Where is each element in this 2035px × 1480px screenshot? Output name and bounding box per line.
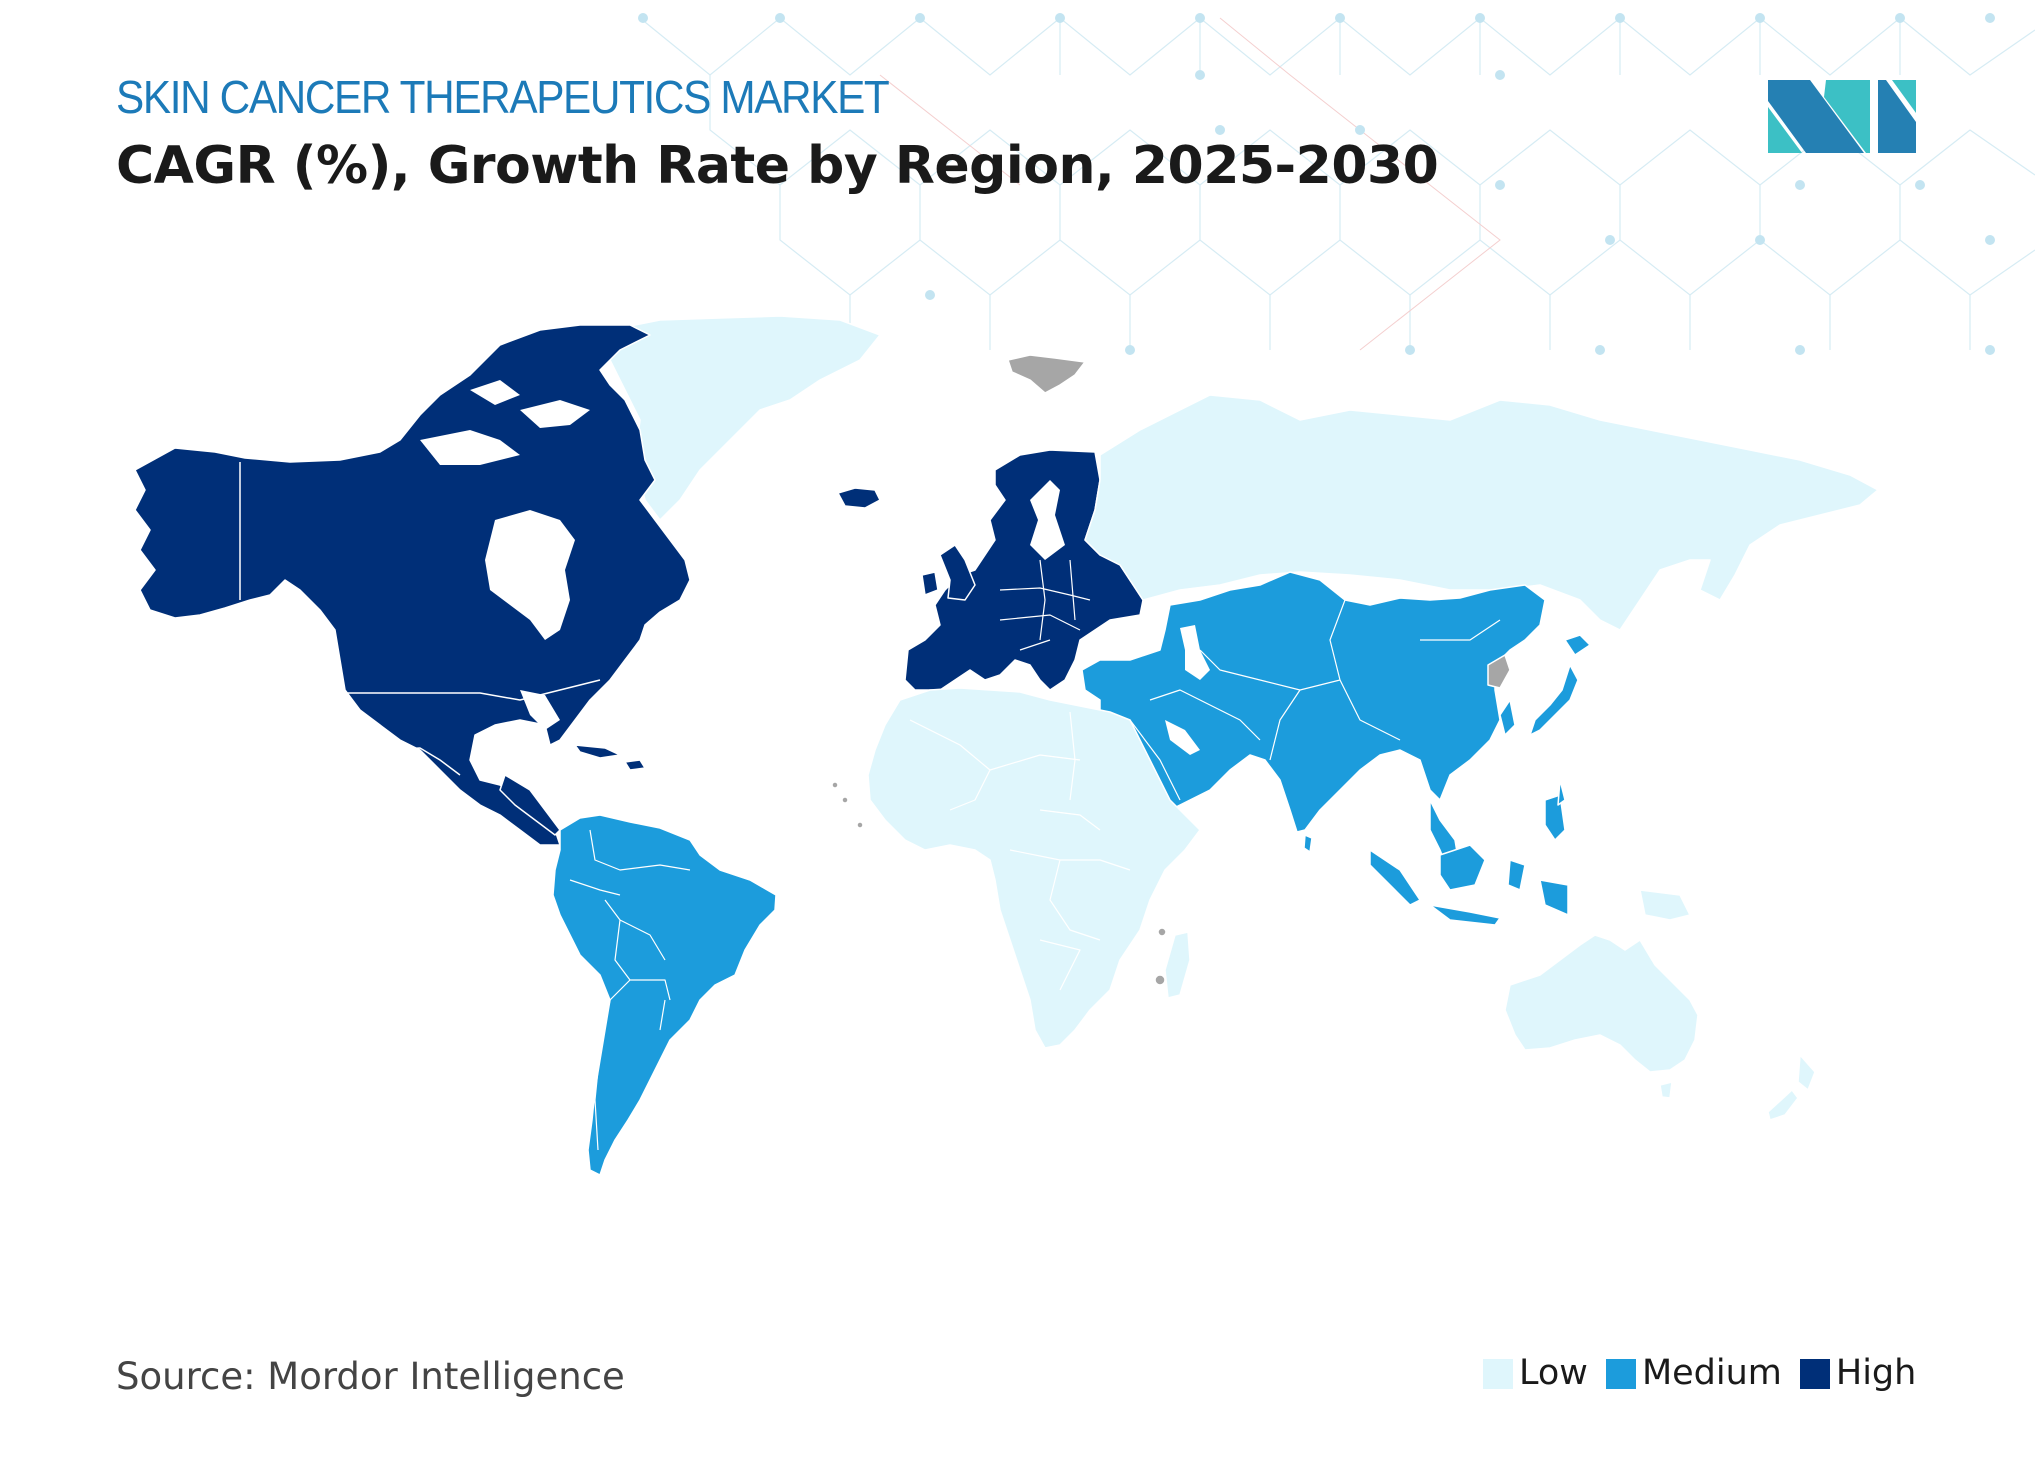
- legend-item-medium: Medium: [1605, 1353, 1782, 1393]
- region-north-america: [134, 324, 691, 846]
- region-svalbard: [1007, 354, 1086, 394]
- region-greenland: [609, 315, 881, 521]
- region-north-korea: [1487, 654, 1511, 689]
- legend-label-high: High: [1835, 1353, 1917, 1393]
- legend-swatch-medium: [1605, 1358, 1636, 1389]
- region-australia: [1504, 934, 1699, 1073]
- region-russia: [1084, 394, 1879, 631]
- chart-subtitle: SKIN CANCER THERAPEUTICS MARKET: [116, 71, 890, 123]
- legend-label-low: Low: [1519, 1353, 1588, 1393]
- region-iceland: [837, 487, 881, 509]
- legend-swatch-high: [1799, 1358, 1830, 1389]
- mordor-intelligence-logo-icon: [1768, 80, 1916, 153]
- region-africa: [867, 687, 1201, 1049]
- legend-item-low: Low: [1483, 1356, 1588, 1391]
- legend-swatch-low: [1483, 1358, 1513, 1389]
- legend: Low Medium High: [1483, 1356, 1934, 1391]
- legend-item-high: High: [1799, 1353, 1917, 1393]
- region-new-zealand: [1797, 1054, 1816, 1091]
- source-note: Source: Mordor Intelligence: [116, 1355, 625, 1398]
- legend-label-medium: Medium: [1641, 1353, 1782, 1393]
- background-network-pattern: [638, 13, 2035, 355]
- chart-title: CAGR (%), Growth Rate by Region, 2025-20…: [116, 136, 1439, 196]
- region-south-america: [552, 814, 777, 1176]
